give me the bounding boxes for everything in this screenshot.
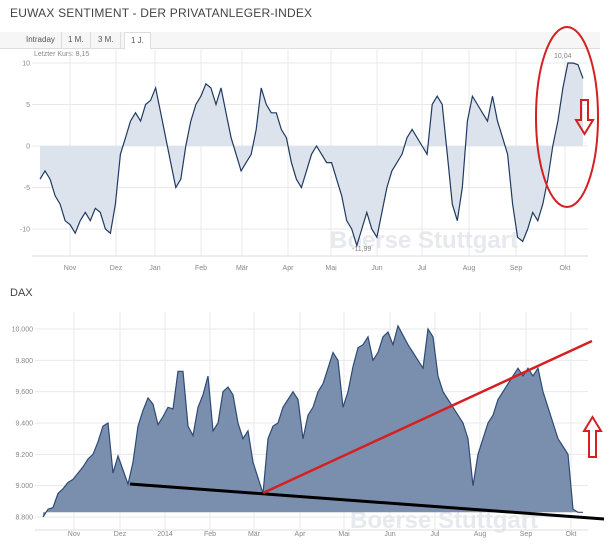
series-line xyxy=(42,324,583,518)
max-label: 10,04 xyxy=(554,53,572,60)
tab-1j[interactable]: 1 J. xyxy=(124,32,151,50)
x-tick-label: Dez xyxy=(110,265,123,272)
x-tick-label: Feb xyxy=(195,265,207,272)
tab-3m[interactable]: 3 M. xyxy=(92,32,121,48)
series-line xyxy=(39,62,584,248)
y-tick-label: 9.400 xyxy=(15,421,33,428)
series-area xyxy=(43,325,583,517)
dax-title: DAX xyxy=(10,287,33,299)
min-label: -11,99 xyxy=(352,246,371,253)
y-tick-label: -5 xyxy=(24,185,30,192)
x-tick-label: Mai xyxy=(325,265,337,272)
y-tick-label: 9.800 xyxy=(15,358,33,365)
y-tick-label: 10 xyxy=(22,61,30,68)
x-tick-label: Nov xyxy=(68,531,81,538)
support-trendline xyxy=(129,482,605,521)
x-tick-label: Jun xyxy=(371,265,382,272)
x-tick-label: Apr xyxy=(283,265,295,272)
x-tick-label: 2014 xyxy=(157,531,173,538)
x-tick-label: Sep xyxy=(510,265,523,272)
tab-1m[interactable]: 1 M. xyxy=(62,32,91,48)
y-tick-label: 5 xyxy=(26,102,30,109)
last-price-label: Letzter Kurs: 8,15 xyxy=(34,51,89,58)
x-tick-label: Jul xyxy=(418,265,427,272)
down-arrow-icon xyxy=(574,99,595,136)
x-tick-label: Jul xyxy=(431,531,440,538)
x-tick-label: Feb xyxy=(204,531,216,538)
y-tick-label: 0 xyxy=(26,144,30,151)
tab-intraday[interactable]: Intraday xyxy=(20,32,62,48)
up-arrow-icon xyxy=(582,415,603,458)
x-tick-label: Mär xyxy=(236,265,249,272)
x-tick-label: Okt xyxy=(566,531,577,538)
y-tick-label: 9.200 xyxy=(15,452,33,459)
y-tick-label: 8.800 xyxy=(15,515,33,522)
x-tick-label: Dez xyxy=(114,531,127,538)
x-tick-label: Jan xyxy=(149,265,160,272)
x-tick-label: Nov xyxy=(64,265,77,272)
y-tick-label: -10 xyxy=(20,227,30,234)
x-tick-label: Jun xyxy=(384,531,395,538)
x-tick-label: Mai xyxy=(338,531,350,538)
y-tick-label: 10.000 xyxy=(12,327,34,334)
x-tick-label: Aug xyxy=(463,265,476,272)
x-tick-label: Apr xyxy=(295,531,307,538)
uptrend-line xyxy=(262,339,593,495)
y-tick-label: 9.600 xyxy=(15,389,33,396)
highlight-ellipse xyxy=(535,26,599,208)
y-tick-label: 9.000 xyxy=(15,483,33,490)
x-tick-label: Okt xyxy=(560,265,571,272)
x-tick-label: Aug xyxy=(474,531,487,538)
range-tabs: Intraday 1 M. 3 M. 1 J. xyxy=(0,32,600,50)
x-tick-label: Sep xyxy=(520,531,533,538)
page-title: EUWAX SENTIMENT - DER PRIVATANLEGER-INDE… xyxy=(10,6,313,20)
x-tick-label: Mär xyxy=(248,531,261,538)
